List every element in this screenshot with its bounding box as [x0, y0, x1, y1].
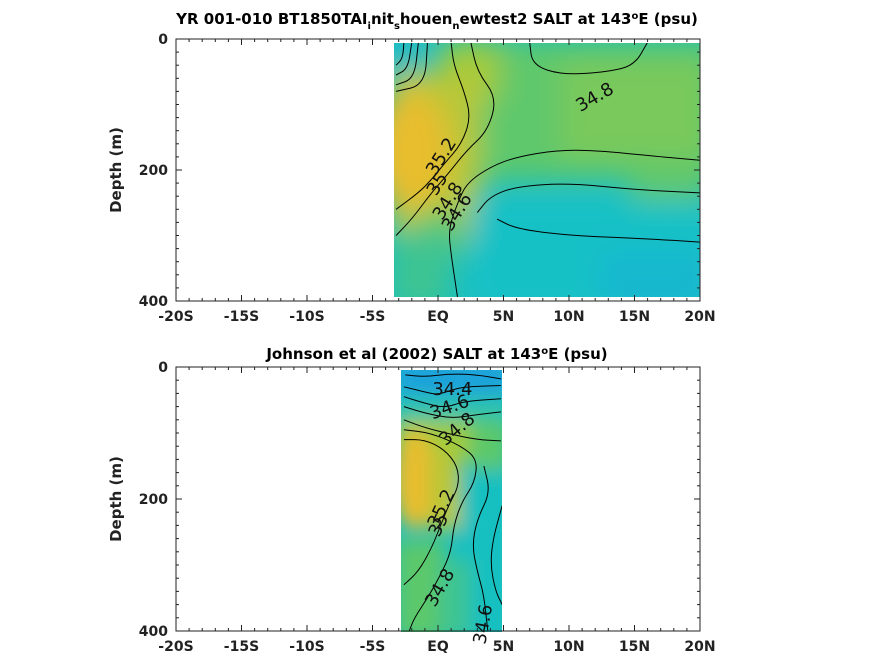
panel-2-contours: [403, 373, 502, 632]
y-tick-label: 400: [139, 294, 168, 310]
panel-1-contours: [395, 43, 700, 297]
x-tick-label: 20N: [684, 639, 715, 655]
contour-line: [403, 385, 501, 395]
contour-line: [395, 43, 419, 86]
y-tick-label: 0: [158, 360, 168, 376]
x-tick-label: 20N: [684, 309, 715, 325]
contour-line: [395, 43, 470, 210]
contour-line: [403, 419, 501, 442]
contour-line: [395, 43, 495, 236]
contour-line: [476, 183, 700, 213]
x-tick-label: 15N: [619, 309, 650, 325]
panel-2: Johnson et al (2002) SALT at 143oE (psu)…: [107, 345, 716, 655]
x-tick-label: -15S: [224, 639, 259, 655]
y-tick-label: 400: [139, 624, 168, 640]
contour-line: [403, 439, 459, 586]
panel-1-heatmap: [394, 43, 700, 297]
y-tick-label: 200: [139, 163, 168, 179]
panel-2-y-ticks: 0 200 400: [139, 360, 700, 640]
panel-1-ylabel: Depth (m): [107, 127, 125, 213]
contour-label: 34.4: [432, 379, 472, 400]
contour-line: [395, 43, 413, 76]
contour-line: [405, 373, 501, 380]
contour-line: [395, 43, 428, 92]
contour-line: [449, 149, 700, 297]
x-tick-label: -20S: [158, 639, 193, 655]
y-tick-label: 200: [139, 492, 168, 508]
x-tick-label: 15N: [619, 639, 650, 655]
x-tick-label: EQ: [427, 639, 449, 655]
panel-1-y-ticks: 0 200 400: [139, 32, 700, 310]
contour-line: [403, 429, 477, 632]
x-tick-label: -20S: [158, 309, 193, 325]
panel-1-title: YR 001-010 BT1850TAIinitshouennewtest2 S…: [175, 10, 698, 32]
contour-line: [472, 465, 489, 632]
x-tick-label: EQ: [427, 309, 449, 325]
y-tick-label: 0: [158, 32, 168, 48]
contour-line: [403, 396, 501, 408]
x-tick-label: -5S: [360, 639, 386, 655]
contour-line: [490, 505, 502, 605]
contour-line: [395, 43, 405, 66]
panel-1: YR 001-010 BT1850TAIinitshouennewtest2 S…: [107, 10, 716, 325]
panel-2-x-ticks: -20S -15S -10S -5S EQ 5N 10N 15N 20N: [158, 367, 716, 655]
panel-2-title: Johnson et al (2002) SALT at 143oE (psu): [265, 345, 607, 363]
x-tick-label: -10S: [289, 639, 324, 655]
x-tick-label: 5N: [493, 309, 514, 325]
panel-2-ylabel: Depth (m): [107, 456, 125, 542]
contour-line: [529, 43, 648, 75]
x-tick-label: 10N: [553, 309, 584, 325]
x-tick-label: 5N: [493, 639, 514, 655]
contour-line: [496, 218, 700, 243]
x-tick-label: -5S: [360, 309, 386, 325]
panel-1-x-ticks: -20S -15S -10S -5S EQ 5N 10N 15N 20N: [158, 39, 716, 325]
x-tick-label: -15S: [224, 309, 259, 325]
x-tick-label: 10N: [553, 639, 584, 655]
x-tick-label: -10S: [289, 309, 324, 325]
contour-line: [403, 406, 501, 418]
